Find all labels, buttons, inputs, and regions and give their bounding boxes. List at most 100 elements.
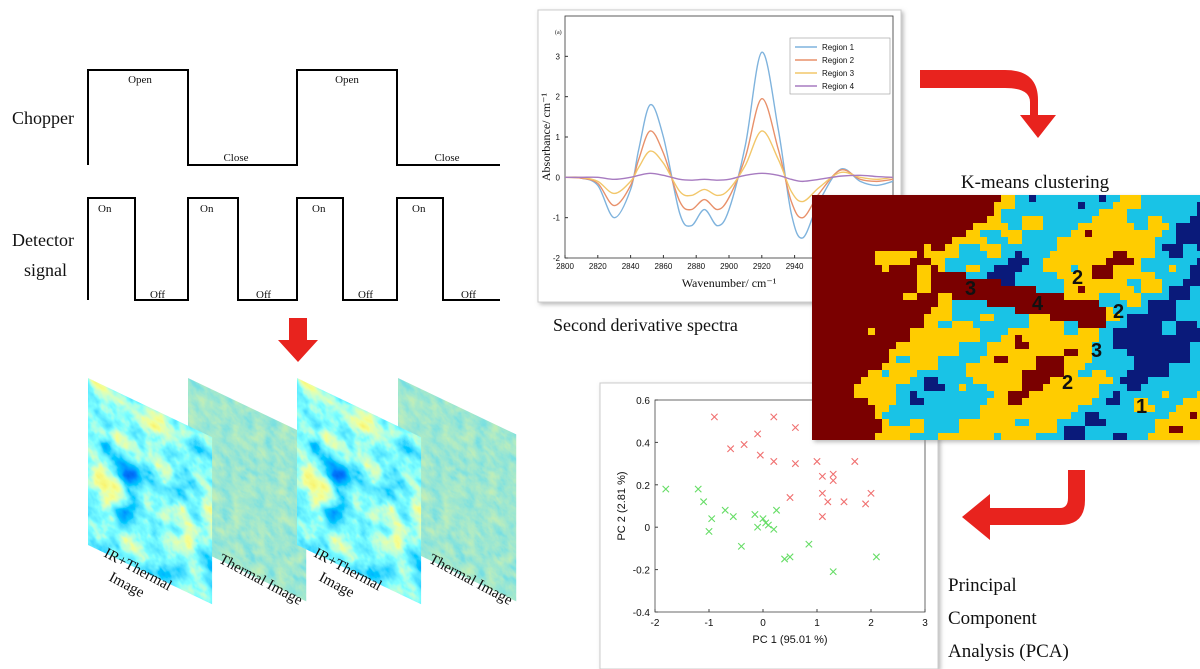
cluster-cell [987, 251, 1001, 258]
cluster-cell [917, 391, 994, 398]
cluster-cell [812, 426, 882, 433]
cluster-cell [1078, 405, 1134, 412]
cluster-cell [1134, 223, 1148, 230]
cluster-cell [1197, 202, 1200, 209]
cluster-cell [1155, 405, 1176, 412]
cluster-cell [1092, 370, 1106, 377]
cluster-cell [959, 244, 980, 251]
cluster-cell [1029, 258, 1043, 265]
legend-label: Region 3 [822, 69, 855, 78]
cluster-cell [1127, 384, 1141, 391]
cluster-cell [1197, 244, 1200, 251]
scatter-point [872, 553, 880, 561]
cluster-cell [812, 195, 1001, 202]
cluster-cell [1176, 265, 1190, 272]
cluster-cell [1197, 321, 1200, 328]
cluster-cell [1141, 279, 1162, 286]
cluster-cell [1176, 230, 1200, 237]
cluster-cell [1057, 419, 1085, 426]
cluster-cell [1022, 237, 1057, 244]
scatter-point [721, 506, 729, 514]
cluster-cell [945, 265, 966, 272]
cluster-cell [1169, 286, 1190, 293]
cluster-cell [875, 412, 882, 419]
cluster-cell [1092, 230, 1162, 237]
cluster-label: 3 [965, 278, 976, 300]
cluster-cell [1064, 328, 1078, 335]
cluster-cell [931, 258, 945, 265]
scatter-point [759, 515, 767, 523]
cluster-cell [1169, 426, 1183, 433]
cluster-cell [1008, 237, 1022, 244]
cluster-cell [1141, 300, 1148, 307]
cluster-cell [812, 202, 994, 209]
cluster-cell [1001, 335, 1015, 342]
cluster-cell [1015, 419, 1029, 426]
y-tick-label: 3 [556, 52, 561, 61]
cluster-cell [924, 244, 931, 251]
y-tick-label: 0.2 [636, 481, 650, 492]
scatter-point [818, 513, 826, 521]
cluster-cell [812, 321, 924, 328]
cluster-cell [1169, 265, 1176, 272]
cluster-cell [1169, 293, 1190, 300]
cluster-cell [812, 363, 882, 370]
cluster-cell [966, 272, 987, 279]
cluster-cell [903, 293, 917, 300]
cluster-cell [1071, 265, 1078, 272]
cluster-cell [854, 384, 896, 391]
cluster-cell [966, 363, 1036, 370]
cluster-cell [938, 321, 952, 328]
cluster-cell [812, 328, 868, 335]
cluster-cell [1190, 265, 1200, 272]
cluster-cell [812, 279, 917, 286]
cluster-cell [812, 307, 931, 314]
x-tick-label: 2 [868, 618, 874, 629]
cluster-cell [945, 384, 959, 391]
cluster-cell [812, 300, 938, 307]
x-tick-label: 1 [814, 618, 820, 629]
cluster-cell [812, 293, 903, 300]
cluster-cell [889, 265, 917, 272]
cluster-cell [1008, 223, 1022, 230]
cluster-cell [1134, 398, 1148, 405]
cluster-cell [924, 419, 959, 426]
cluster-cell [987, 300, 1099, 307]
cluster-cell [1183, 398, 1200, 405]
arrow [278, 318, 318, 362]
cluster-cell [966, 230, 980, 237]
spectra-caption: Second derivative spectra [553, 315, 738, 335]
cluster-cell [931, 272, 966, 279]
cluster-cell [1015, 335, 1022, 342]
spectrum-line [565, 172, 894, 183]
cluster-cell [812, 230, 966, 237]
cluster-cell [1190, 356, 1200, 363]
cluster-cell [882, 265, 889, 272]
cluster-cell [1127, 209, 1197, 216]
cluster-cell [812, 216, 987, 223]
cluster-cell [945, 244, 959, 251]
scatter-point [772, 506, 781, 514]
cluster-cell [1043, 265, 1071, 272]
cluster-cell [1057, 272, 1092, 279]
cluster-cell [1099, 335, 1113, 342]
cluster-cell [994, 356, 1008, 363]
cluster-cell [1183, 279, 1200, 286]
cluster-cell [1127, 349, 1190, 356]
cluster-cell [924, 398, 987, 405]
cluster-label: 2 [1072, 267, 1083, 289]
cluster-cell [896, 342, 959, 349]
cluster-cell [1099, 195, 1106, 202]
cluster-cell [910, 377, 924, 384]
cluster-cell [938, 377, 973, 384]
x-tick-label: 2880 [687, 262, 705, 271]
cluster-cell [875, 258, 910, 265]
cluster-cell [910, 391, 917, 398]
cluster-cell [994, 391, 1008, 398]
cluster-cell [1022, 251, 1050, 258]
cluster-cell [1099, 293, 1120, 300]
cluster-cell [966, 384, 987, 391]
state-label: Off [461, 289, 476, 301]
cluster-cell [1099, 391, 1113, 398]
